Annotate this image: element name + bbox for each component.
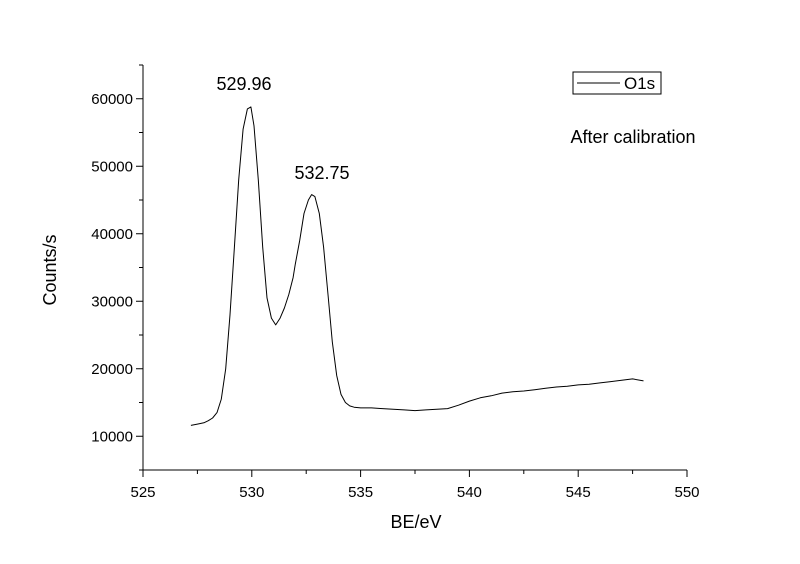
series-layer (190, 106, 644, 426)
x-tick-label: 545 (566, 484, 591, 501)
x-tick-label: 525 (130, 484, 155, 501)
series-line-o1s (190, 106, 644, 426)
axis-ticks: 525 530 535 540 545 550 10000 20000 30000 40000 50… (91, 64, 700, 501)
x-tick-label: 530 (239, 484, 264, 501)
x-tick-label: 550 (674, 484, 699, 501)
y-tick-label: 40000 (91, 226, 133, 243)
x-axis-title: BE/eV (390, 512, 441, 532)
y-tick-label: 50000 (91, 158, 133, 175)
legend-label: O1s (624, 74, 655, 93)
y-tick-label: 30000 (91, 293, 133, 310)
peak-label-2: 532.75 (294, 163, 349, 183)
x-tick-label: 540 (457, 484, 482, 501)
calibration-note: After calibration (570, 127, 695, 147)
y-tick-label: 10000 (91, 428, 133, 445)
y-tick-label: 60000 (91, 91, 133, 108)
peak-label-1: 529.96 (216, 74, 271, 94)
legend: O1s (572, 71, 662, 95)
y-axis-title: Counts/s (40, 234, 60, 305)
axes (142, 65, 687, 471)
x-tick-label: 535 (348, 484, 373, 501)
y-tick-label: 20000 (91, 361, 133, 378)
